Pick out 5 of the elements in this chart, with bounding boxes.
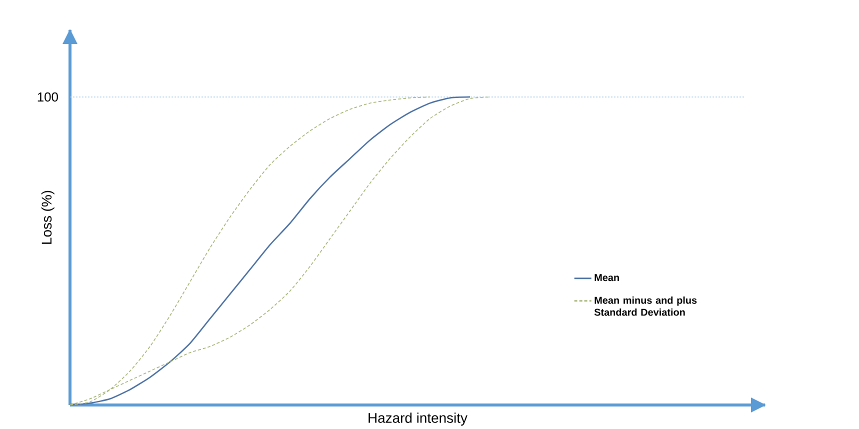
legend-label: Mean (594, 274, 619, 282)
ref-line-label: 100 (38, 92, 58, 102)
y-axis-title: Loss (%) (41, 190, 54, 244)
legend-label: Mean minus and plus Standard Deviation (594, 296, 697, 316)
x-axis-title: Hazard intensity (368, 412, 468, 426)
